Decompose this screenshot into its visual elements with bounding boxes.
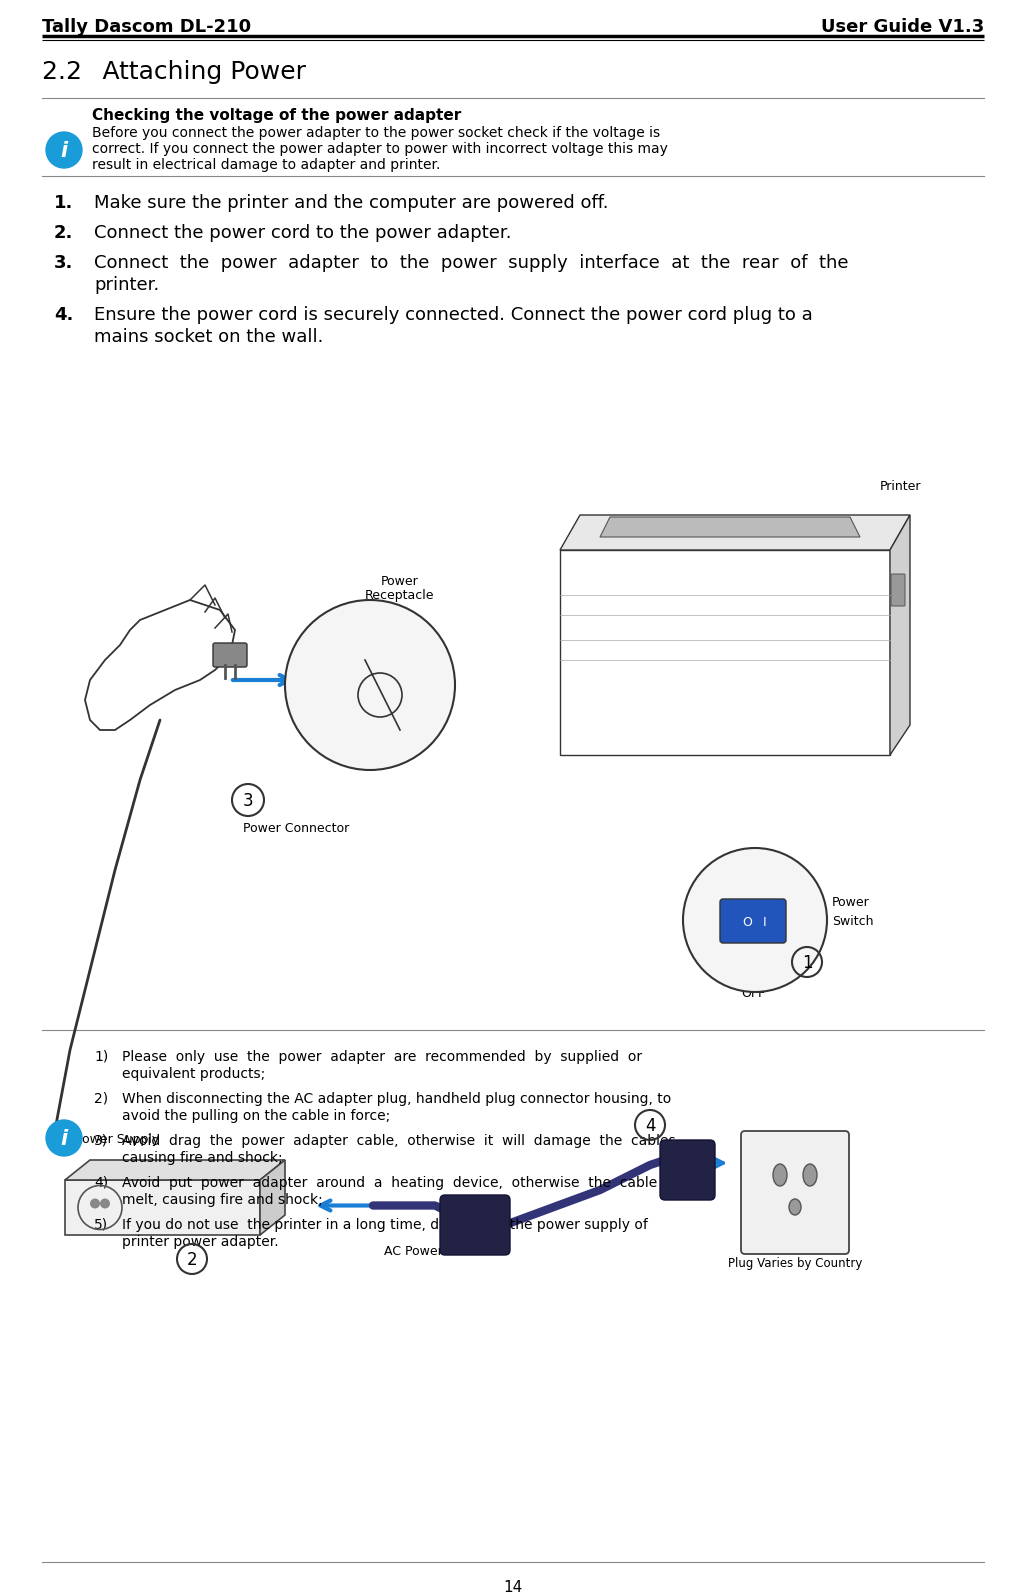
Text: 2: 2 — [187, 1250, 197, 1270]
Text: Power: Power — [381, 576, 419, 589]
Circle shape — [285, 600, 455, 770]
Text: i: i — [61, 140, 68, 161]
Circle shape — [683, 849, 827, 992]
Text: 5): 5) — [94, 1219, 108, 1231]
Text: 2.: 2. — [54, 223, 74, 242]
Text: Checking the voltage of the power adapter: Checking the voltage of the power adapte… — [92, 108, 462, 123]
Text: printer.: printer. — [94, 276, 159, 293]
Circle shape — [46, 132, 82, 167]
Text: melt, causing fire and shock;: melt, causing fire and shock; — [122, 1193, 323, 1207]
Text: O: O — [742, 916, 752, 928]
Text: result in electrical damage to adapter and printer.: result in electrical damage to adapter a… — [92, 158, 440, 172]
Polygon shape — [65, 1180, 260, 1235]
Text: 1.: 1. — [54, 195, 74, 212]
Text: Printer: Printer — [880, 480, 921, 493]
FancyBboxPatch shape — [213, 643, 247, 667]
Text: 4): 4) — [94, 1176, 108, 1190]
Text: If you do not use  the printer in a long time, disconnect the power supply of: If you do not use the printer in a long … — [122, 1219, 647, 1231]
Text: Power Supply: Power Supply — [75, 1132, 159, 1145]
FancyBboxPatch shape — [891, 574, 905, 606]
Text: 1): 1) — [94, 1050, 109, 1064]
Text: 4: 4 — [644, 1116, 656, 1136]
Polygon shape — [600, 517, 860, 538]
Text: Avoid  drag  the  power  adapter  cable,  otherwise  it  will  damage  the  cabl: Avoid drag the power adapter cable, othe… — [122, 1134, 680, 1148]
Text: correct. If you connect the power adapter to power with incorrect voltage this m: correct. If you connect the power adapte… — [92, 142, 668, 156]
Text: Before you connect the power adapter to the power socket check if the voltage is: Before you connect the power adapter to … — [92, 126, 660, 140]
Polygon shape — [890, 515, 910, 754]
Text: 1: 1 — [801, 954, 813, 971]
Circle shape — [100, 1198, 110, 1209]
Text: OFF: OFF — [741, 987, 765, 1000]
Text: Power Connector: Power Connector — [243, 821, 349, 836]
Ellipse shape — [789, 1199, 801, 1215]
Text: Tally Dascom DL-210: Tally Dascom DL-210 — [42, 18, 251, 37]
FancyBboxPatch shape — [741, 1131, 849, 1254]
Text: Power
Switch: Power Switch — [832, 896, 873, 928]
Circle shape — [90, 1198, 100, 1209]
Text: Plug Varies by Country: Plug Varies by Country — [727, 1257, 862, 1270]
Ellipse shape — [803, 1164, 817, 1187]
Text: avoid the pulling on the cable in force;: avoid the pulling on the cable in force; — [122, 1109, 390, 1123]
Text: i: i — [61, 1129, 68, 1148]
Text: Avoid  put  power  adapter  around  a  heating  device,  otherwise  the  cable  : Avoid put power adapter around a heating… — [122, 1176, 697, 1190]
Text: When disconnecting the AC adapter plug, handheld plug connector housing, to: When disconnecting the AC adapter plug, … — [122, 1093, 671, 1105]
Text: printer power adapter.: printer power adapter. — [122, 1235, 279, 1249]
Text: AC Power Cord: AC Power Cord — [384, 1246, 476, 1258]
Text: 2.2  Attaching Power: 2.2 Attaching Power — [42, 61, 306, 85]
Ellipse shape — [773, 1164, 787, 1187]
Text: 2): 2) — [94, 1093, 108, 1105]
Polygon shape — [65, 1160, 285, 1180]
Text: mains socket on the wall.: mains socket on the wall. — [94, 329, 323, 346]
Text: 4.: 4. — [54, 306, 74, 324]
Text: Connect the power cord to the power adapter.: Connect the power cord to the power adap… — [94, 223, 512, 242]
Text: 3.: 3. — [54, 254, 74, 273]
Circle shape — [46, 1120, 82, 1156]
Text: Please  only  use  the  power  adapter  are  recommended  by  supplied  or: Please only use the power adapter are re… — [122, 1050, 642, 1064]
Text: Ensure the power cord is securely connected. Connect the power cord plug to a: Ensure the power cord is securely connec… — [94, 306, 813, 324]
Text: causing fire and shock;: causing fire and shock; — [122, 1152, 282, 1164]
Text: 14: 14 — [504, 1581, 522, 1595]
FancyBboxPatch shape — [720, 900, 786, 943]
Text: equivalent products;: equivalent products; — [122, 1067, 266, 1081]
Polygon shape — [260, 1160, 285, 1235]
Text: 3: 3 — [243, 793, 253, 810]
Text: Receptacle: Receptacle — [365, 589, 435, 601]
FancyBboxPatch shape — [660, 1140, 715, 1199]
Text: I: I — [763, 916, 766, 928]
Polygon shape — [560, 515, 910, 550]
Text: Connect  the  power  adapter  to  the  power  supply  interface  at  the  rear  : Connect the power adapter to the power s… — [94, 254, 849, 273]
Text: Make sure the printer and the computer are powered off.: Make sure the printer and the computer a… — [94, 195, 608, 212]
Text: User Guide V1.3: User Guide V1.3 — [821, 18, 984, 37]
Text: 3): 3) — [94, 1134, 108, 1148]
FancyBboxPatch shape — [440, 1195, 510, 1255]
